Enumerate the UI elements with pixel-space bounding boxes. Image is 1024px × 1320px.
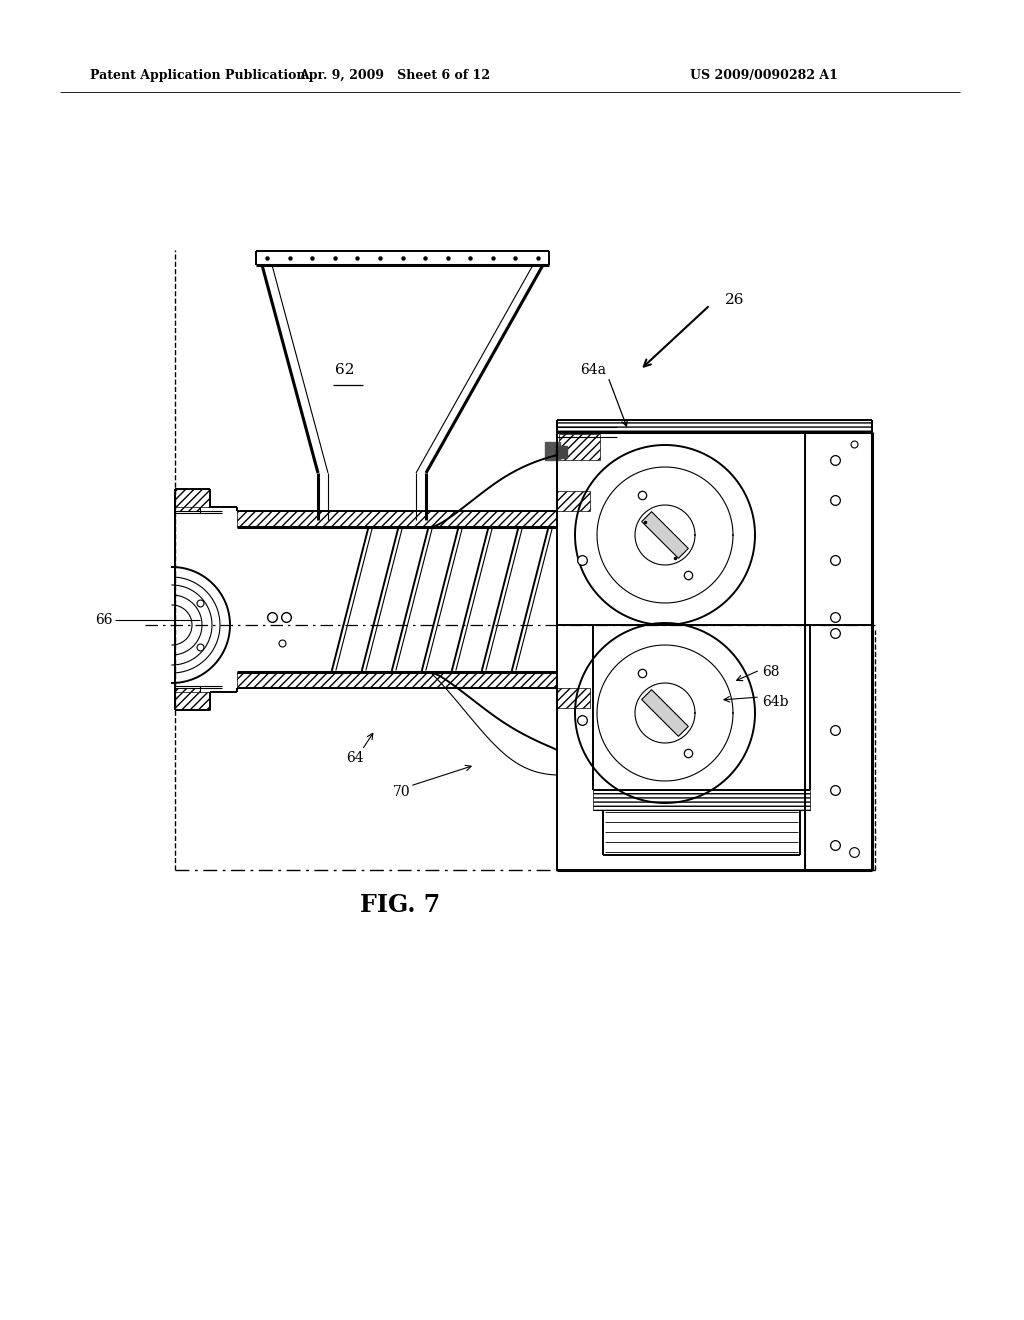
Text: 62: 62 — [335, 363, 354, 378]
Polygon shape — [635, 506, 695, 565]
Polygon shape — [545, 442, 560, 459]
Text: Patent Application Publication: Patent Application Publication — [90, 69, 305, 82]
Text: 70: 70 — [393, 785, 411, 799]
Text: US 2009/0090282 A1: US 2009/0090282 A1 — [690, 69, 838, 82]
Polygon shape — [175, 507, 200, 511]
Polygon shape — [555, 446, 567, 458]
Polygon shape — [557, 420, 872, 432]
Polygon shape — [642, 689, 688, 737]
Text: 68: 68 — [762, 665, 779, 678]
Polygon shape — [175, 488, 210, 507]
Polygon shape — [642, 512, 688, 558]
Polygon shape — [557, 491, 590, 511]
Text: 64b: 64b — [762, 696, 788, 709]
Polygon shape — [557, 688, 590, 708]
Polygon shape — [635, 682, 695, 743]
Polygon shape — [237, 511, 557, 527]
Text: 26: 26 — [725, 293, 744, 308]
Text: Apr. 9, 2009   Sheet 6 of 12: Apr. 9, 2009 Sheet 6 of 12 — [299, 69, 490, 82]
Text: 66: 66 — [95, 612, 113, 627]
Polygon shape — [175, 688, 200, 692]
Polygon shape — [559, 434, 600, 459]
Text: FIG. 7: FIG. 7 — [359, 894, 440, 917]
Text: 64a: 64a — [580, 363, 606, 378]
Text: 64: 64 — [346, 751, 364, 766]
Polygon shape — [593, 789, 810, 810]
Polygon shape — [237, 672, 557, 688]
Polygon shape — [175, 692, 210, 710]
